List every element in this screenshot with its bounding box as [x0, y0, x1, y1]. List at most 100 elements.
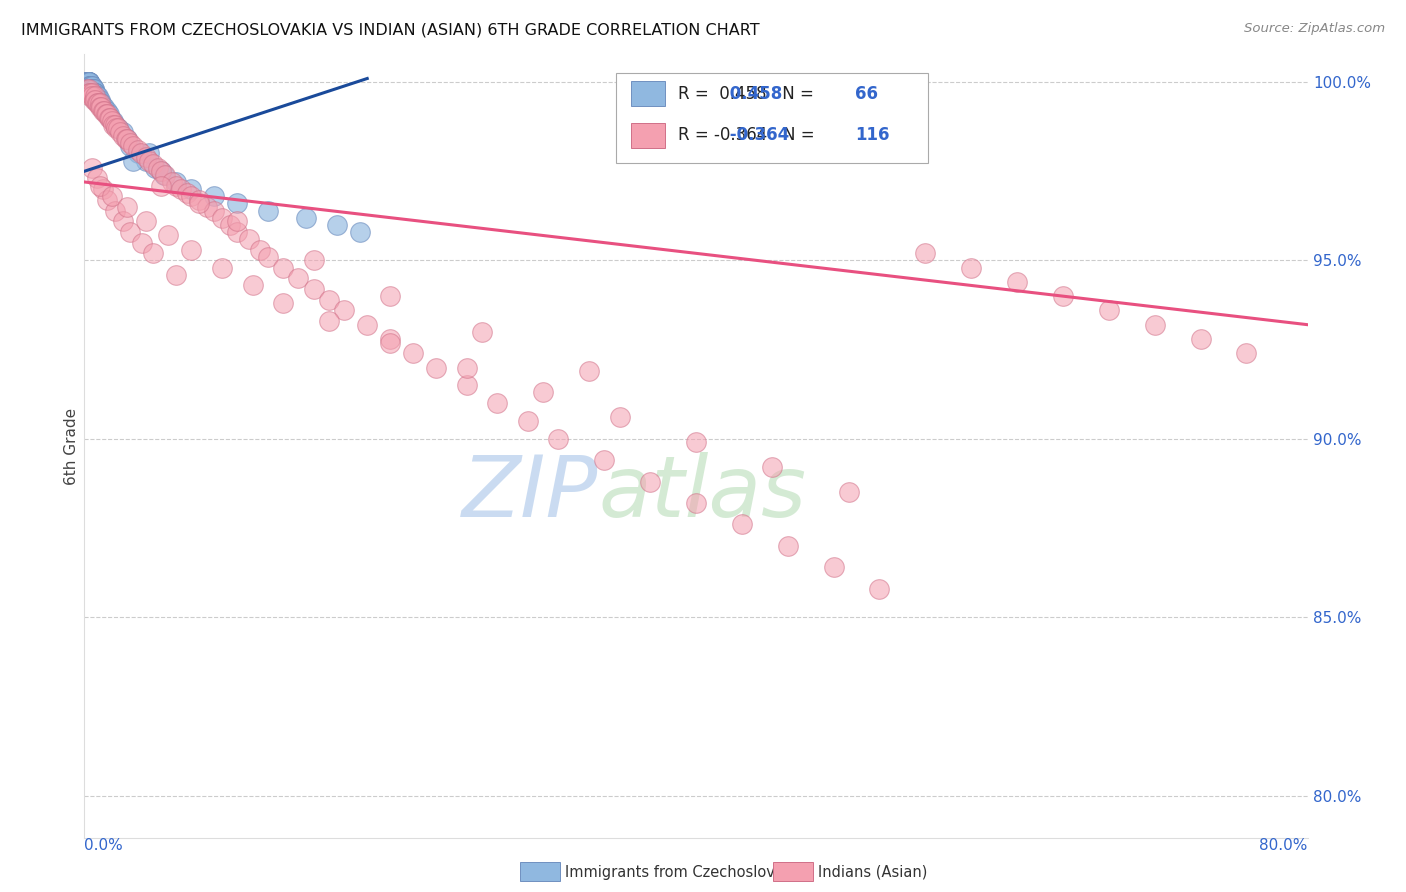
Point — [165, 268, 187, 282]
Text: Source: ZipAtlas.com: Source: ZipAtlas.com — [1244, 22, 1385, 36]
Point — [115, 132, 138, 146]
Text: atlas: atlas — [598, 451, 806, 534]
Point — [302, 282, 325, 296]
Point — [91, 182, 114, 196]
Point — [325, 218, 347, 232]
Point — [318, 314, 340, 328]
Text: 0.0%: 0.0% — [84, 838, 124, 854]
Point — [77, 82, 100, 96]
Point — [80, 82, 103, 96]
Point — [89, 96, 111, 111]
Point — [76, 75, 98, 89]
Point — [98, 111, 121, 125]
Point — [83, 82, 105, 96]
Point — [761, 460, 783, 475]
Point — [838, 485, 860, 500]
Point — [84, 86, 107, 100]
Point — [176, 186, 198, 200]
Point — [96, 103, 118, 118]
Point — [77, 75, 100, 89]
Text: IMMIGRANTS FROM CZECHOSLOVAKIA VS INDIAN (ASIAN) 6TH GRADE CORRELATION CHART: IMMIGRANTS FROM CZECHOSLOVAKIA VS INDIAN… — [21, 22, 759, 37]
Point — [79, 78, 101, 93]
Point — [84, 86, 107, 100]
Point — [84, 89, 107, 103]
Point — [111, 128, 134, 143]
Point — [86, 89, 108, 103]
Point — [638, 475, 661, 489]
Point — [90, 96, 112, 111]
Point — [114, 132, 136, 146]
Point — [76, 82, 98, 96]
Point — [685, 435, 707, 450]
Point — [79, 78, 101, 93]
Point — [456, 378, 478, 392]
Point — [120, 225, 142, 239]
Point — [91, 100, 114, 114]
Point — [456, 360, 478, 375]
Point — [302, 253, 325, 268]
Point — [111, 214, 134, 228]
Point — [107, 121, 129, 136]
Point — [89, 93, 111, 107]
Point — [142, 246, 165, 260]
Point — [122, 139, 145, 153]
Point — [84, 86, 107, 100]
Point — [1189, 332, 1212, 346]
Point — [135, 153, 157, 168]
Point — [83, 82, 105, 96]
Point — [86, 171, 108, 186]
Point — [91, 103, 114, 118]
Point — [180, 243, 202, 257]
Point — [149, 164, 172, 178]
Point — [80, 89, 103, 103]
Point — [76, 75, 98, 89]
Point — [165, 178, 187, 193]
Point — [111, 125, 134, 139]
Point — [960, 260, 983, 275]
Point — [226, 196, 249, 211]
Point — [578, 364, 600, 378]
Point — [202, 189, 225, 203]
Point — [93, 100, 115, 114]
Point — [104, 203, 127, 218]
Text: Indians (Asian): Indians (Asian) — [818, 865, 928, 880]
Point — [104, 118, 127, 132]
Point — [80, 82, 103, 96]
Point — [138, 146, 160, 161]
Point — [77, 75, 100, 89]
Point — [157, 228, 180, 243]
Point — [80, 78, 103, 93]
Point — [731, 517, 754, 532]
Point — [101, 189, 124, 203]
Point — [318, 293, 340, 307]
Point — [271, 296, 294, 310]
Point — [516, 414, 538, 428]
Point — [349, 225, 371, 239]
Point — [165, 175, 187, 189]
Point — [333, 303, 356, 318]
Point — [103, 114, 125, 128]
Bar — [616, 73, 928, 163]
Point — [226, 214, 249, 228]
Point — [80, 86, 103, 100]
Point — [238, 232, 260, 246]
Point — [218, 218, 240, 232]
Point — [86, 89, 108, 103]
Point — [180, 189, 202, 203]
Point — [76, 75, 98, 89]
Point — [257, 250, 280, 264]
Point — [188, 196, 211, 211]
Point — [77, 75, 100, 89]
Point — [97, 107, 120, 121]
Point — [593, 453, 616, 467]
Point — [356, 318, 378, 332]
Point — [195, 200, 218, 214]
Point — [180, 182, 202, 196]
Point — [1098, 303, 1121, 318]
Point — [138, 153, 160, 168]
Point — [115, 132, 138, 146]
Point — [402, 346, 425, 360]
Point — [98, 111, 121, 125]
Point — [249, 243, 271, 257]
Point — [83, 93, 105, 107]
